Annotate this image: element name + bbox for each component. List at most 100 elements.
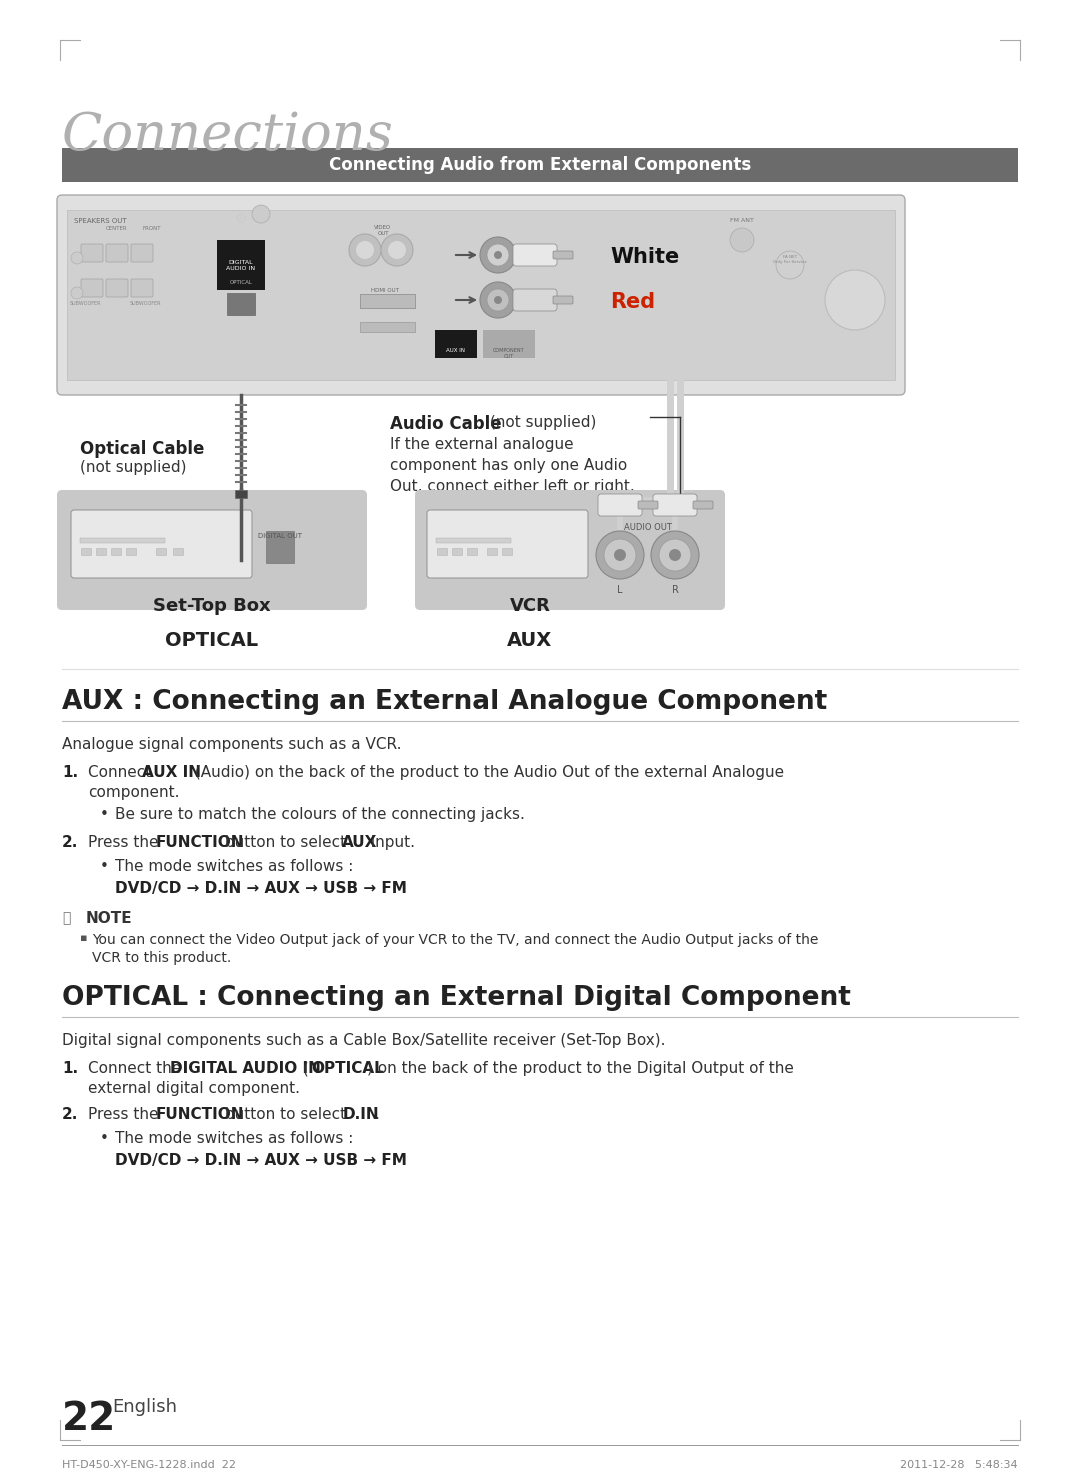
Text: input.: input. [366,836,416,850]
FancyBboxPatch shape [427,510,588,578]
Circle shape [71,287,83,299]
Text: •: • [100,808,109,822]
Text: Connecting Audio from External Components: Connecting Audio from External Component… [329,155,751,175]
Text: The mode switches as follows :: The mode switches as follows : [114,859,353,874]
Text: AUX: AUX [508,632,553,649]
Text: OPTICAL: OPTICAL [311,1060,384,1077]
Text: external digital component.: external digital component. [87,1081,300,1096]
Text: R: R [672,586,678,595]
Text: CENTER: CENTER [106,226,127,231]
Text: 2011-12-28   5:48:34: 2011-12-28 5:48:34 [901,1460,1018,1470]
Circle shape [252,206,270,223]
Text: Set-Top Box: Set-Top Box [153,598,271,615]
Text: •: • [100,1131,109,1146]
Text: Analogue signal components such as a VCR.: Analogue signal components such as a VCR… [62,737,402,751]
FancyBboxPatch shape [131,280,153,297]
Text: OPTICAL: OPTICAL [165,632,258,649]
FancyBboxPatch shape [111,549,121,556]
Bar [217,240,265,290]
Text: OPTICAL: OPTICAL [230,280,253,285]
Text: button to select: button to select [220,836,351,850]
Circle shape [388,241,406,259]
Text: ⚙: ⚙ [234,211,247,226]
Text: 2.: 2. [62,836,79,850]
FancyBboxPatch shape [653,494,697,516]
Text: Optical Cable: Optical Cable [80,439,204,458]
Text: component.: component. [87,785,179,800]
Circle shape [71,251,83,263]
Text: HDMI OUT: HDMI OUT [372,288,399,293]
Circle shape [669,549,681,561]
Text: (Audio) on the back of the product to the Audio Out of the external Analogue: (Audio) on the back of the product to th… [190,765,784,779]
Text: FA NET
Only For Service: FA NET Only For Service [773,254,807,263]
Text: VCR: VCR [510,598,551,615]
Text: SUBWOOFER: SUBWOOFER [70,302,102,306]
Text: ▪: ▪ [80,933,87,944]
Text: AUX IN: AUX IN [143,765,201,779]
Text: DIGITAL OUT: DIGITAL OUT [258,532,302,538]
Text: (not supplied): (not supplied) [485,416,596,430]
Text: Red: Red [610,291,656,312]
Text: 22: 22 [62,1401,117,1438]
Text: L: L [618,586,623,595]
Bar [435,330,477,358]
FancyBboxPatch shape [513,288,557,311]
Text: You can connect the Video Output jack of your VCR to the TV, and connect the Aud: You can connect the Video Output jack of… [92,933,819,947]
Text: The mode switches as follows :: The mode switches as follows : [114,1131,353,1146]
Text: White: White [610,247,679,268]
Text: COMPONENT
OUT: COMPONENT OUT [494,348,525,359]
Text: HT-D450-XY-ENG-1228.indd  22: HT-D450-XY-ENG-1228.indd 22 [62,1460,237,1470]
FancyBboxPatch shape [360,322,415,331]
Bar [483,330,535,358]
Text: FUNCTION: FUNCTION [156,1106,244,1123]
Text: 📎: 📎 [62,911,70,924]
FancyBboxPatch shape [174,549,184,556]
Circle shape [494,296,502,305]
FancyBboxPatch shape [106,280,129,297]
FancyBboxPatch shape [693,501,713,509]
Text: AUX: AUX [342,836,378,850]
Circle shape [615,549,626,561]
Circle shape [651,531,699,578]
Text: VCR to this product.: VCR to this product. [92,951,231,964]
FancyBboxPatch shape [513,244,557,266]
Text: D.IN: D.IN [342,1106,379,1123]
Text: 2.: 2. [62,1106,79,1123]
Text: SPEAKERS OUT: SPEAKERS OUT [75,217,126,223]
Circle shape [825,271,885,330]
FancyBboxPatch shape [131,244,153,262]
Circle shape [349,234,381,266]
FancyBboxPatch shape [598,494,642,516]
Text: button to select: button to select [220,1106,351,1123]
Circle shape [480,237,516,274]
FancyBboxPatch shape [81,244,103,262]
Text: OPTICAL : Connecting an External Digital Component: OPTICAL : Connecting an External Digital… [62,985,851,1012]
Text: component has only one Audio: component has only one Audio [390,458,627,473]
FancyBboxPatch shape [96,549,107,556]
Text: •: • [100,859,109,874]
Text: FRONT: FRONT [143,226,161,231]
Text: DIGITAL AUDIO IN: DIGITAL AUDIO IN [170,1060,321,1077]
FancyBboxPatch shape [502,549,513,556]
Text: English: English [112,1398,177,1415]
Text: (: ( [298,1060,309,1077]
FancyBboxPatch shape [453,549,462,556]
Text: AUDIO OUT: AUDIO OUT [623,524,672,532]
FancyBboxPatch shape [81,549,92,556]
Text: Connect: Connect [87,765,157,779]
Circle shape [730,228,754,251]
Text: ) on the back of the product to the Digital Output of the: ) on the back of the product to the Digi… [367,1060,794,1077]
Text: Audio Cable: Audio Cable [390,416,501,433]
Bar [266,531,294,563]
Text: Out, connect either left or right.: Out, connect either left or right. [390,479,635,494]
Circle shape [604,538,636,571]
FancyBboxPatch shape [360,294,415,308]
Bar [62,148,1018,182]
FancyBboxPatch shape [157,549,166,556]
FancyBboxPatch shape [415,490,725,609]
Text: If the external analogue: If the external analogue [390,436,573,453]
Text: DVD/CD → D.IN → AUX → USB → FM: DVD/CD → D.IN → AUX → USB → FM [114,1154,407,1168]
Bar [67,210,895,380]
FancyBboxPatch shape [553,296,573,305]
Bar [227,293,255,315]
